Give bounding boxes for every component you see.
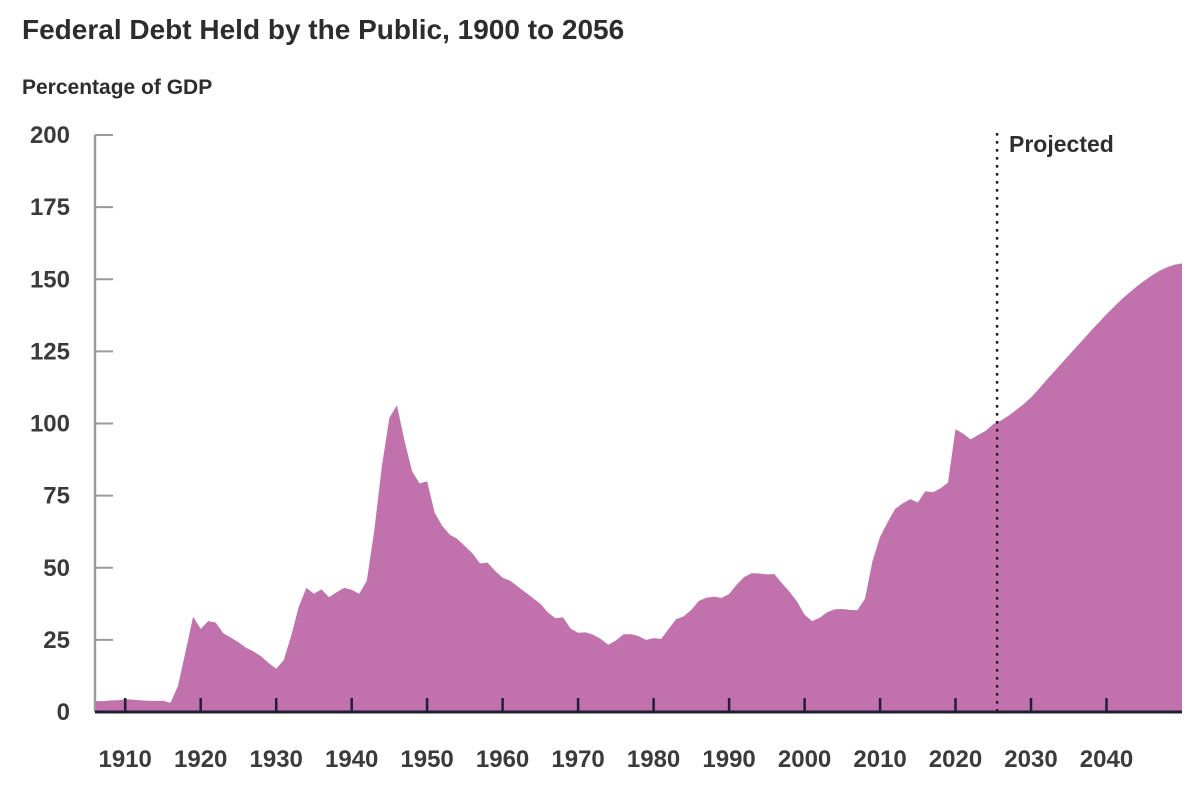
- x-tick-label: 2030: [1004, 746, 1057, 773]
- chart-title: Federal Debt Held by the Public, 1900 to…: [22, 14, 625, 45]
- x-tick-label: 2010: [853, 746, 906, 773]
- y-tick-label: 50: [43, 555, 70, 582]
- y-tick-label: 125: [30, 338, 70, 365]
- y-axis-unit-label: Percentage of GDP: [22, 76, 213, 99]
- x-tick-label: 2020: [929, 746, 982, 773]
- y-tick-label: 75: [43, 483, 70, 510]
- debt-area-series: [95, 263, 1182, 712]
- x-tick-label: 1930: [250, 746, 303, 773]
- x-tick-label: 2000: [778, 746, 831, 773]
- projected-annotation: Projected: [1009, 131, 1114, 157]
- y-tick-label: 150: [30, 266, 70, 293]
- x-tick-label: 1950: [400, 746, 453, 773]
- x-tick-label: 1960: [476, 746, 529, 773]
- x-tick-label: 1920: [174, 746, 227, 773]
- x-tick-label: 2040: [1080, 746, 1133, 773]
- y-tick-label: 100: [30, 411, 70, 438]
- y-tick-label: 25: [43, 627, 70, 654]
- x-tick-label: 1990: [702, 746, 755, 773]
- y-tick-label: 175: [30, 194, 70, 221]
- x-tick-label: 1970: [551, 746, 604, 773]
- y-tick-label: 200: [30, 122, 70, 149]
- x-tick-label: 1940: [325, 746, 378, 773]
- x-tick-label: 1980: [627, 746, 680, 773]
- y-tick-label: 0: [57, 699, 70, 726]
- x-tick-label: 1910: [99, 746, 152, 773]
